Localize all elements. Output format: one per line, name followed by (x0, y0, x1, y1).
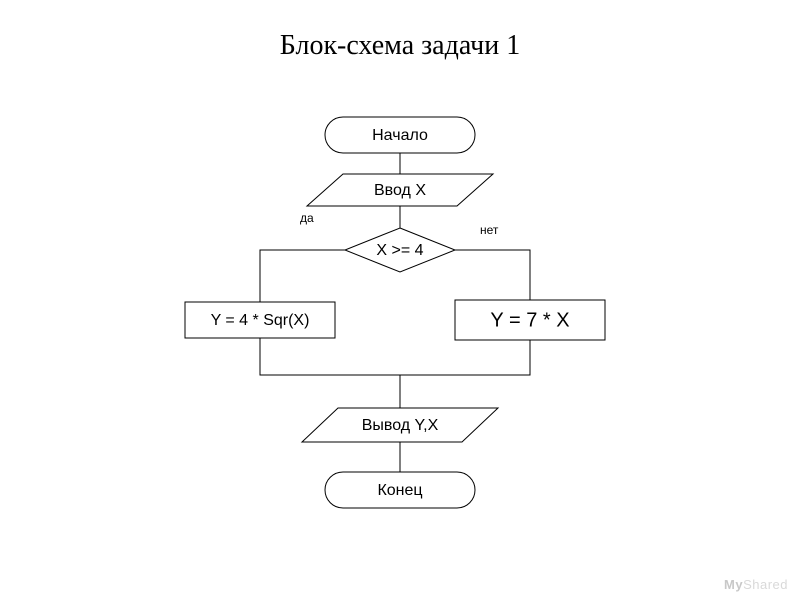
node-proc_no: Y = 7 * X (455, 300, 605, 340)
node-label: Начало (372, 127, 428, 144)
node-label: Y = 4 * Sqr(X) (211, 312, 310, 329)
flowchart-canvas: Начало Ввод X X >= 4 Y = 4 * Sqr(X) Y = 7 * … (0, 0, 800, 600)
edge (260, 250, 345, 302)
watermark: MyShared (724, 577, 788, 592)
node-label: Конец (377, 482, 422, 499)
watermark-prefix: My (724, 577, 743, 592)
watermark-suffix: Shared (743, 577, 788, 592)
edge-label: да (300, 211, 314, 225)
node-start: Начало (325, 117, 475, 153)
node-input: Ввод X (307, 174, 493, 206)
edge (260, 338, 400, 375)
edge-label: нет (480, 223, 499, 237)
node-output: Вывод Y,X (302, 408, 498, 442)
node-label: Ввод X (374, 182, 426, 199)
edge (455, 250, 530, 300)
node-proc_yes: Y = 4 * Sqr(X) (185, 302, 335, 338)
node-label: X >= 4 (376, 242, 423, 259)
node-label: Y = 7 * X (490, 309, 569, 331)
node-end: Конец (325, 472, 475, 508)
node-label: Вывод Y,X (362, 417, 439, 434)
edge (400, 340, 530, 375)
node-decision: X >= 4 (345, 228, 455, 272)
